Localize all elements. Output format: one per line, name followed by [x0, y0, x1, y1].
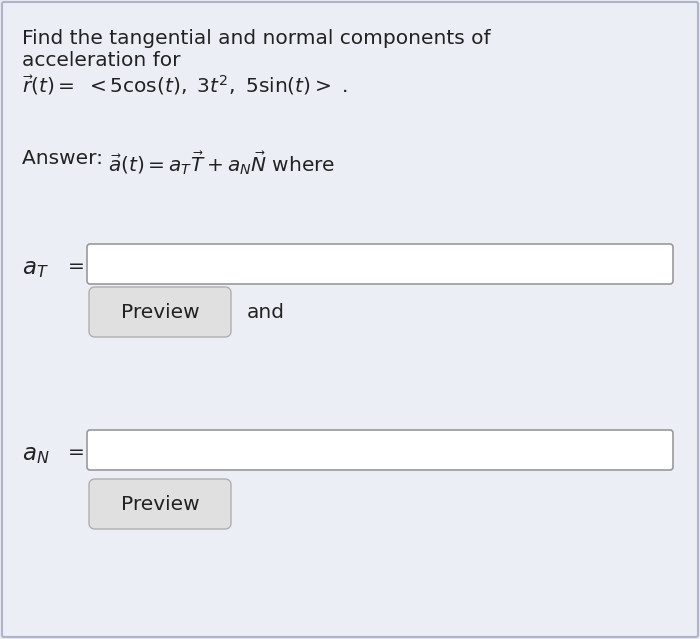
- Text: Find the tangential and normal components of: Find the tangential and normal component…: [22, 29, 491, 48]
- FancyBboxPatch shape: [89, 479, 231, 529]
- FancyBboxPatch shape: [89, 287, 231, 337]
- Text: acceleration for: acceleration for: [22, 51, 181, 70]
- Text: $\vec{a}(t) = a_T\vec{T} + a_N\vec{N}$ where: $\vec{a}(t) = a_T\vec{T} + a_N\vec{N}$ w…: [108, 149, 335, 177]
- Text: $a_T$: $a_T$: [22, 257, 49, 280]
- Text: Preview: Preview: [120, 495, 200, 514]
- FancyBboxPatch shape: [87, 244, 673, 284]
- Text: $\vec{r}(t) = \ < 5\cos(t),\ 3t^2,\ 5\sin(t) >\ .$: $\vec{r}(t) = \ < 5\cos(t),\ 3t^2,\ 5\si…: [22, 73, 348, 97]
- Text: $a_N$: $a_N$: [22, 443, 50, 466]
- Text: =: =: [68, 443, 85, 462]
- Text: Answer:: Answer:: [22, 149, 109, 168]
- FancyBboxPatch shape: [87, 430, 673, 470]
- Text: and: and: [247, 302, 285, 321]
- Text: Preview: Preview: [120, 302, 200, 321]
- Text: =: =: [68, 257, 85, 276]
